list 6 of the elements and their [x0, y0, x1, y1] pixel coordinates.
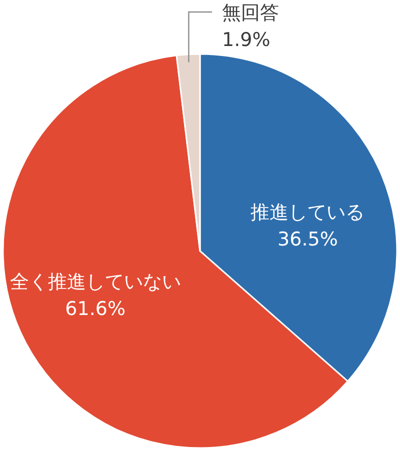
data-label: 1.9%: [222, 29, 270, 51]
slice-label: 全く推進していない: [10, 270, 181, 293]
slice-label: 無回答: [222, 2, 279, 24]
data-label: 36.5%: [278, 228, 338, 250]
slice-label: 推進している: [250, 201, 365, 224]
data-label: 61.6%: [65, 298, 126, 320]
